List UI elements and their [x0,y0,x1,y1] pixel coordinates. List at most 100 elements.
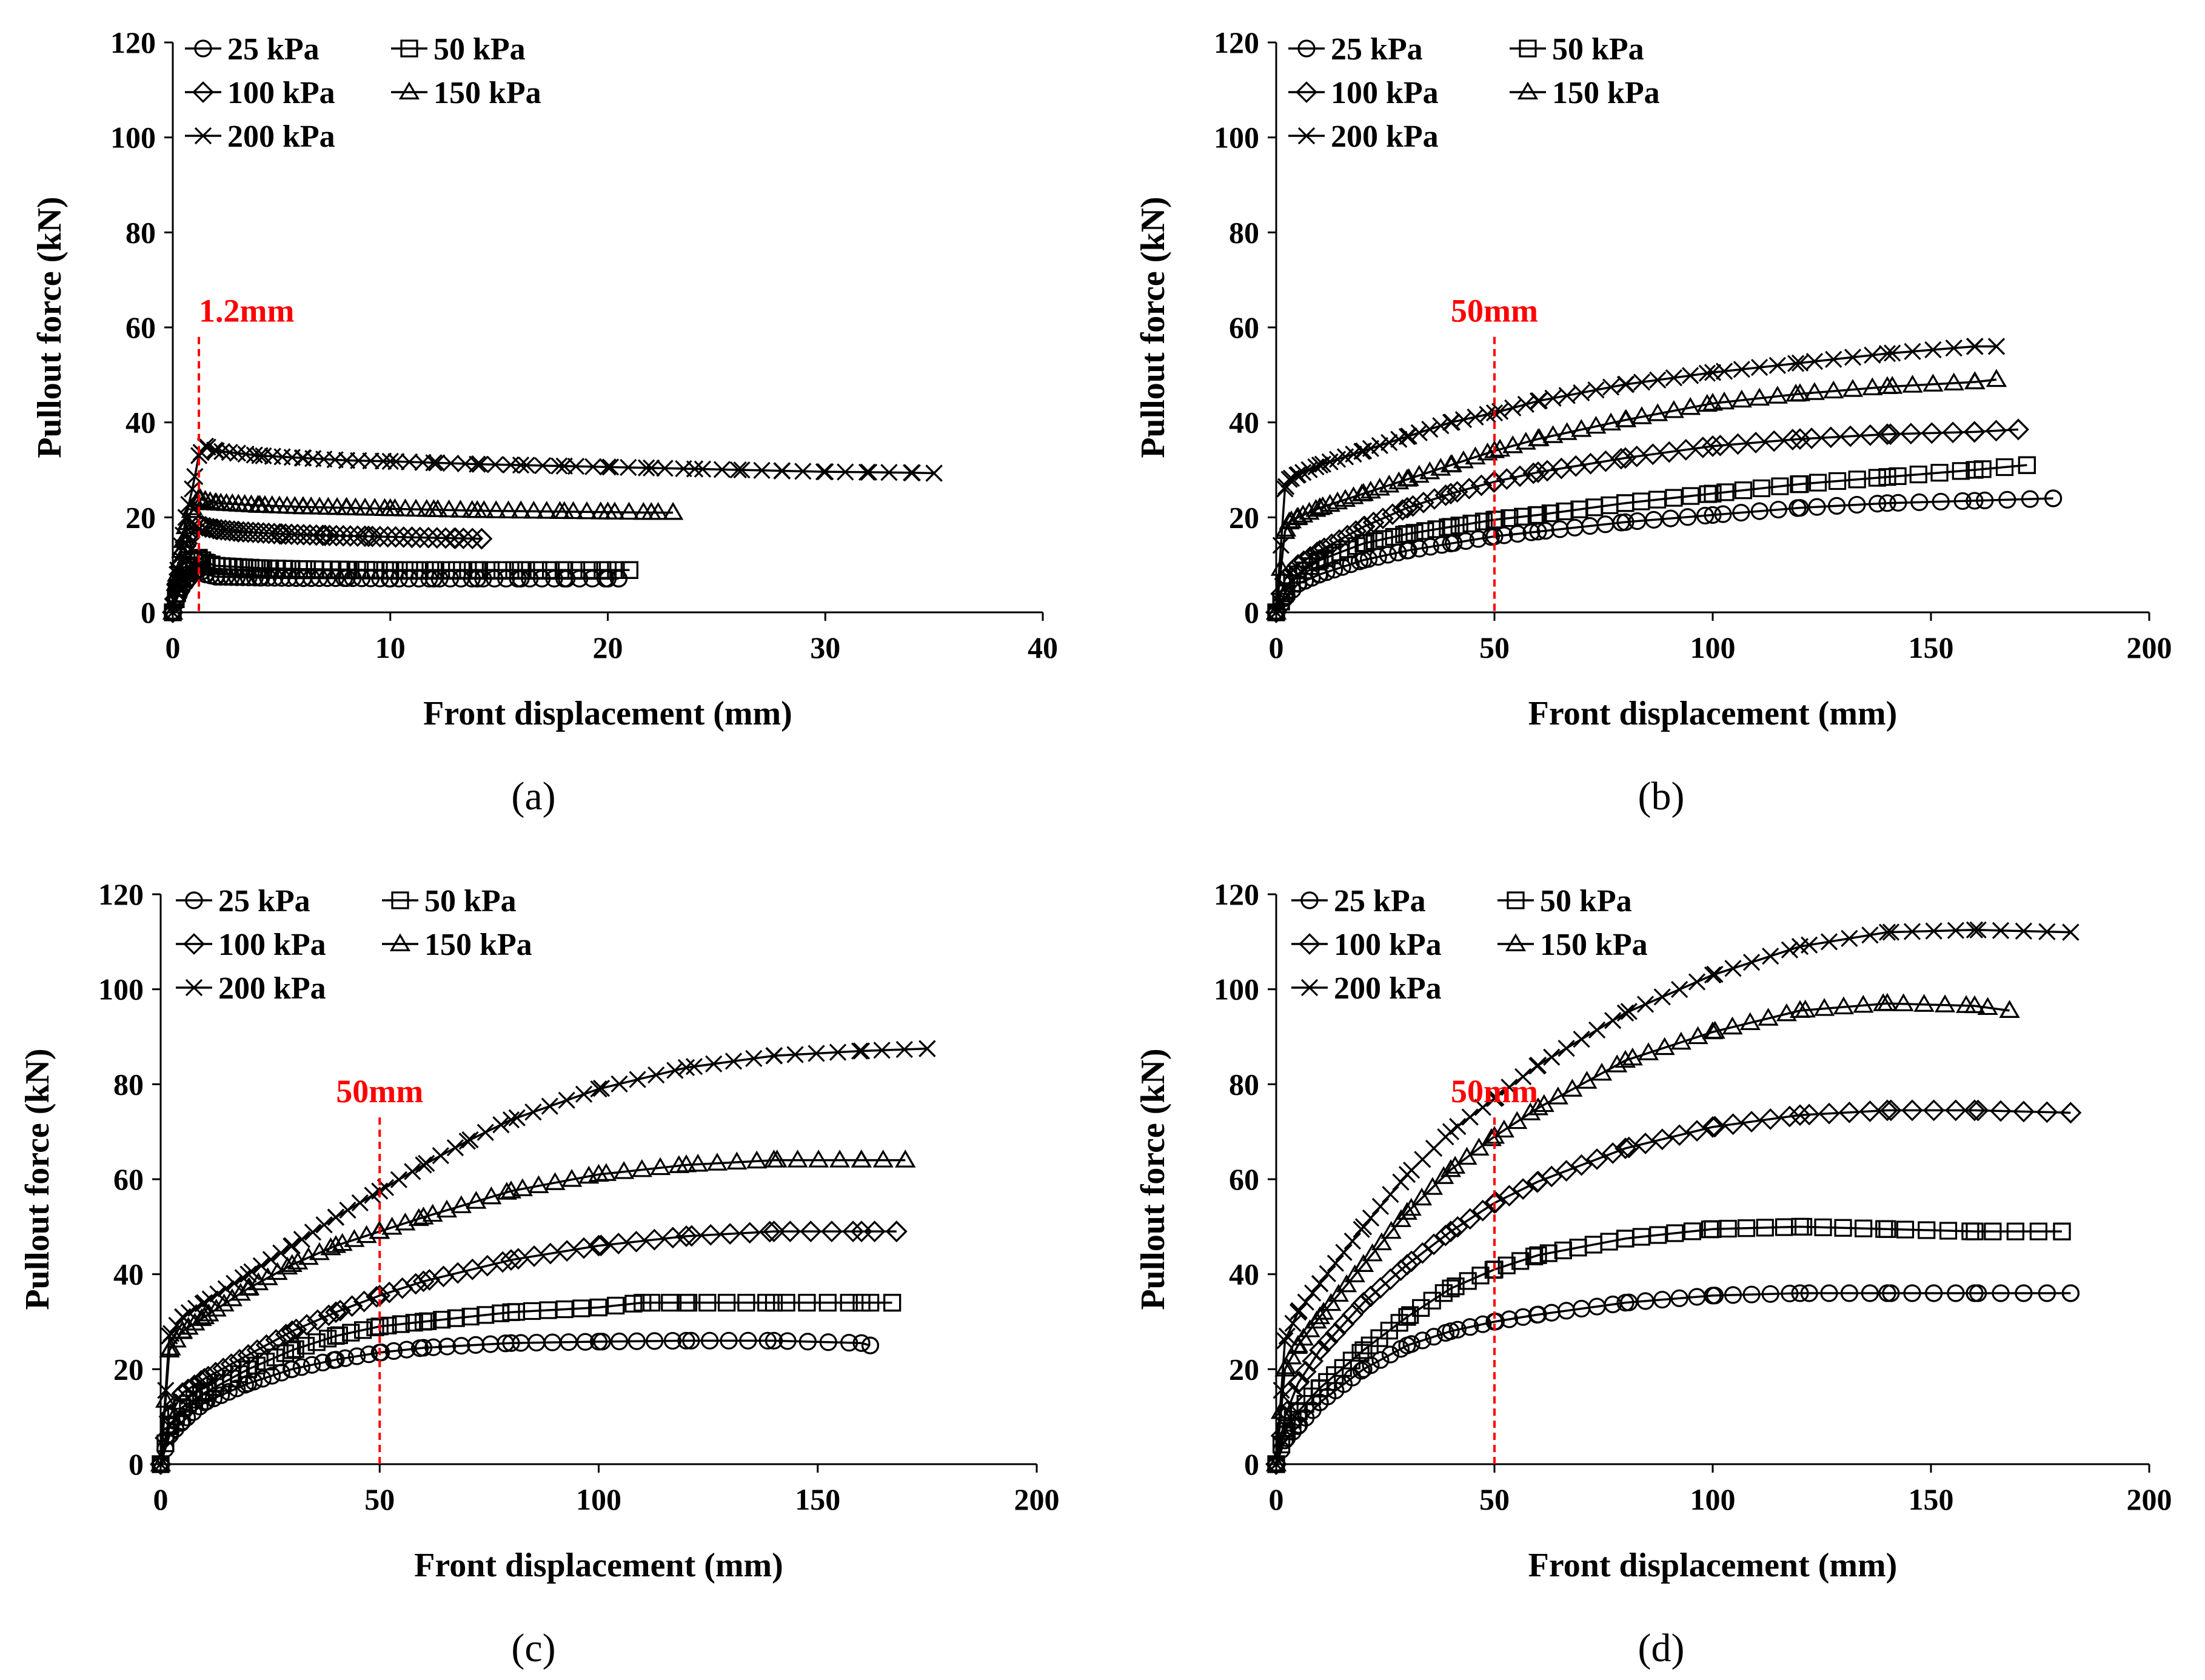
triangle-marker [829,1150,851,1168]
legend-label: 100 kPa [218,928,326,962]
marker-stroke [558,1091,575,1109]
triangle-marker [1493,1119,1514,1138]
marker-stroke [304,1223,322,1241]
triangle-marker [498,500,519,518]
diamond-marker [1496,468,1518,490]
x-marker [1602,378,1620,396]
x-marker [1620,1003,1638,1020]
triangle-marker [344,1229,365,1247]
triangle-marker [597,501,618,520]
marker-stroke [502,1111,520,1129]
x-marker [1354,442,1373,460]
y-tick-label: 40 [113,1257,144,1291]
square-marker [1878,1220,1896,1238]
square-marker [1416,522,1434,540]
x-marker [534,457,552,475]
series-line [159,1230,897,1465]
diamond-marker [227,520,249,543]
square-marker [1459,1272,1477,1290]
circle-marker [1704,506,1722,524]
square-marker [572,1299,591,1317]
x-marker [381,452,399,470]
diamond-marker [2036,1101,2058,1123]
marker-stroke [194,127,212,145]
series-50kpa [1267,1217,2071,1473]
square-marker [307,1333,326,1351]
marker-stroke [164,603,182,621]
triangle-marker [1922,373,1944,392]
marker-stroke [1925,922,1942,940]
legend-label: 200 kPa [218,971,326,1006]
circle-marker [327,1351,345,1369]
marker-stroke [786,1046,804,1063]
y-tick-label: 0 [129,1447,144,1481]
square-marker [468,561,486,579]
square-marker [437,561,455,579]
marker-stroke [1844,349,1862,366]
x-marker [1343,1232,1361,1250]
square-marker [634,1294,652,1312]
y-tick-label: 80 [1229,215,1259,249]
triangle-marker [1876,992,1898,1011]
marker-stroke [575,1085,593,1103]
square-marker [1525,1247,1544,1265]
marker-stroke [817,463,834,481]
square-marker [424,561,443,579]
x-marker [558,1091,575,1109]
circle-marker [502,1334,520,1352]
triangle-marker [213,1293,235,1312]
x-marker [1504,399,1522,417]
x-marker [620,458,637,477]
triangle-marker [650,1157,671,1176]
triangle-marker [1380,1220,1402,1239]
marker-stroke [550,457,568,475]
square-marker [1791,475,1809,494]
x-marker [1273,1381,1290,1399]
marker-stroke [185,979,203,997]
circle-marker [758,1331,777,1350]
diamond-marker [353,1290,375,1313]
marker-stroke [486,456,504,474]
panel-label: (a) [511,774,555,818]
triangle-marker [1400,1197,1422,1216]
circle-marker [1769,500,1787,519]
diamond-marker [332,524,355,547]
diamond-marker [2059,1102,2082,1124]
square-marker [818,1294,837,1312]
circle-marker [438,1337,457,1356]
circle-marker [1925,1284,1943,1302]
diamond-marker [1402,495,1424,517]
x-marker [1501,1079,1518,1096]
circle-marker [1661,509,1680,527]
square-marker [392,1315,410,1333]
marker-stroke [2038,923,2056,940]
marker-stroke [1724,960,1742,977]
circle-marker [250,569,269,587]
x-marker [252,1257,270,1274]
marker-stroke [1878,344,1896,363]
x-marker [1461,1108,1479,1126]
marker-stroke [173,1308,192,1326]
x-marker [508,1109,526,1126]
square-marker [395,561,413,579]
x-marker [1573,1031,1590,1048]
triangle-marker [1287,506,1309,525]
x-tick-label: 50 [1479,1482,1510,1516]
triangle-marker [1776,1003,1797,1022]
circle-marker [1869,495,1887,513]
square-marker [1442,1279,1460,1297]
x-marker [765,1047,783,1065]
square-marker [2018,456,2036,474]
diamond-marker [700,1223,722,1246]
triangle-marker [1517,81,1539,99]
x-marker [446,1139,464,1157]
triangle-marker [1713,391,1735,410]
marker-stroke [1791,354,1809,372]
series-150kpa [150,1150,916,1471]
marker-stroke [643,459,660,477]
x-marker [196,437,214,455]
triangle-marker [1789,1000,1811,1018]
diamond-marker [1434,1224,1457,1247]
x-tick-label: 150 [1909,631,1954,664]
square-marker [580,561,598,579]
